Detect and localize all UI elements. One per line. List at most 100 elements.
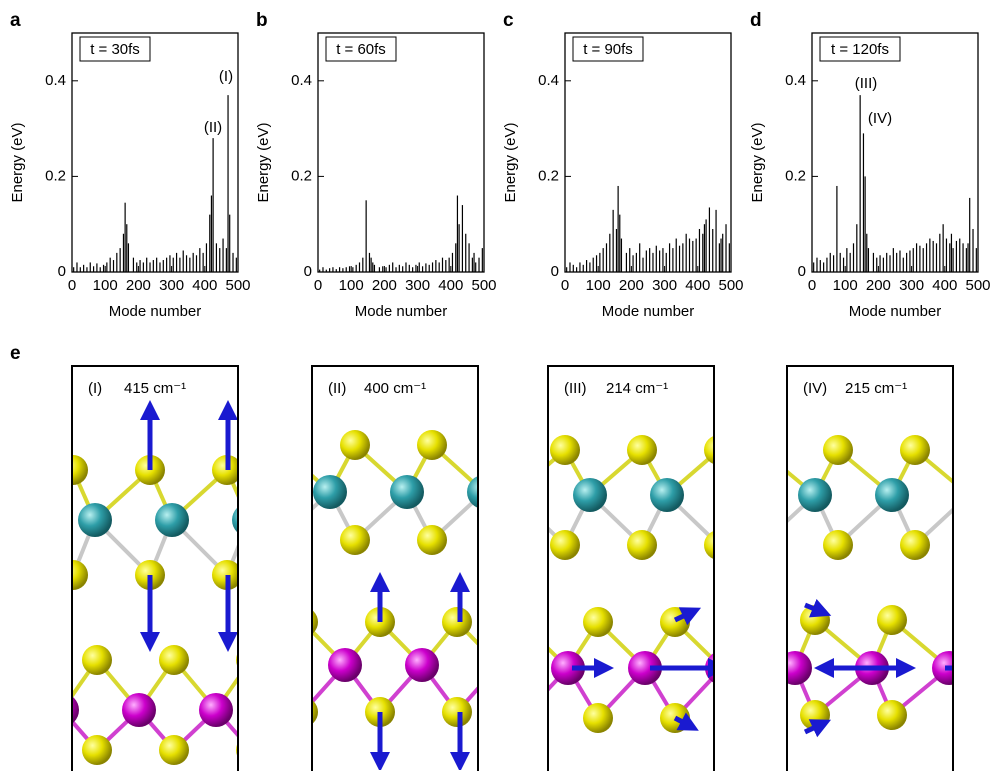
x-axis-title: Mode number (109, 303, 202, 320)
structure (0, 410, 343, 765)
sulfur-atom (506, 607, 536, 637)
sulfur-atom (288, 697, 318, 727)
bond (969, 450, 992, 495)
bond (268, 665, 303, 712)
y-tick-label: 0.2 (45, 167, 66, 184)
bond (499, 622, 534, 665)
sulfur-atom (746, 435, 776, 465)
metal-atom (952, 478, 986, 512)
x-tick-label: 100 (93, 277, 118, 294)
y-tick-label: 0 (551, 263, 559, 280)
bond (488, 495, 513, 545)
bond (722, 622, 752, 668)
sulfur-atom (723, 605, 753, 635)
x-tick-label: 200 (126, 277, 151, 294)
bond (293, 710, 328, 750)
x-tick-label: 500 (965, 277, 990, 294)
bond (253, 492, 278, 540)
sulfur-atom (263, 430, 293, 460)
sulfur-atom (0, 455, 11, 485)
sulfur-atom (417, 525, 447, 555)
bond (719, 495, 744, 545)
panel-label: e (10, 343, 21, 364)
sulfur-atom (746, 530, 776, 560)
sulfur-atom (954, 700, 984, 730)
metal-atom (0, 693, 2, 727)
x-tick-label: 500 (471, 277, 496, 294)
metal-atom (1, 503, 35, 537)
metal-atom (798, 478, 832, 512)
sulfur-atom (313, 735, 343, 765)
sulfur-atom (263, 525, 293, 555)
sulfur-atom (289, 560, 319, 590)
mode-frequency: 215 cm⁻¹ (845, 380, 907, 397)
sulfur-atom (781, 530, 811, 560)
y-tick-label: 0.4 (538, 72, 559, 89)
x-tick-label: 400 (192, 277, 217, 294)
x-tick-label: 300 (405, 277, 430, 294)
figure: e (I) (II) (III) (IV) (I)415 cm⁻¹(II)400… (0, 0, 993, 771)
bond (20, 660, 62, 710)
y-tick-label: 0 (58, 263, 66, 280)
metal-atom (650, 478, 684, 512)
mode-label: (II) (328, 380, 346, 397)
bond (718, 620, 738, 668)
sulfur-atom (82, 645, 112, 675)
sulfur-atom (781, 435, 811, 465)
bond (499, 665, 534, 712)
sulfur-atom (977, 530, 993, 560)
metal-atom (778, 651, 812, 685)
y-axis-title: Energy (eV) (502, 122, 519, 202)
metal-atom (474, 651, 508, 685)
x-axis-title: Mode number (602, 303, 695, 320)
sulfur-atom (954, 605, 984, 635)
bond (491, 622, 521, 668)
bond (18, 470, 73, 520)
metal-atom (236, 475, 270, 509)
bond (738, 450, 761, 495)
x-tick-label: 0 (808, 277, 816, 294)
x-tick-label: 200 (619, 277, 644, 294)
metal-atom (496, 478, 530, 512)
sulfur-atom (5, 645, 35, 675)
sulfur-atom (823, 530, 853, 560)
sulfur-atom (550, 530, 580, 560)
bond (253, 445, 278, 492)
sulfur-atom (627, 435, 657, 465)
peak-label: (II) (204, 119, 222, 136)
y-axis-title: Energy (eV) (9, 122, 26, 202)
sulfur-atom (877, 700, 907, 730)
sulfur-atom (519, 697, 549, 727)
metal-atom (467, 475, 501, 509)
panel-label: b (256, 10, 268, 31)
sulfur-atom (494, 430, 524, 460)
mode-label: (III) (564, 380, 587, 397)
bond (484, 492, 509, 540)
x-tick-label: 100 (833, 277, 858, 294)
sulfur-atom (340, 525, 370, 555)
bond (249, 520, 304, 575)
metal-atom (405, 648, 439, 682)
bond (251, 660, 293, 710)
bond (20, 710, 62, 750)
sulfur-atom (236, 645, 266, 675)
sulfur-atom (977, 435, 993, 465)
y-tick-label: 0.2 (291, 167, 312, 184)
y-axis-title: Energy (eV) (749, 122, 766, 202)
sulfur-atom (704, 530, 734, 560)
mode-frequency: 400 cm⁻¹ (364, 380, 426, 397)
bond (738, 495, 761, 545)
x-tick-label: 200 (866, 277, 891, 294)
x-tick-label: 500 (225, 277, 250, 294)
metal-atom (482, 648, 516, 682)
annotation: t = 90fs (583, 41, 633, 58)
metal-atom (328, 648, 362, 682)
bond (0, 660, 20, 710)
annotation: t = 120fs (831, 41, 889, 58)
x-tick-label: 0 (68, 277, 76, 294)
bond (969, 495, 992, 545)
x-tick-label: 400 (685, 277, 710, 294)
metal-atom (78, 503, 112, 537)
y-tick-label: 0.4 (45, 72, 66, 89)
bond (251, 710, 293, 750)
